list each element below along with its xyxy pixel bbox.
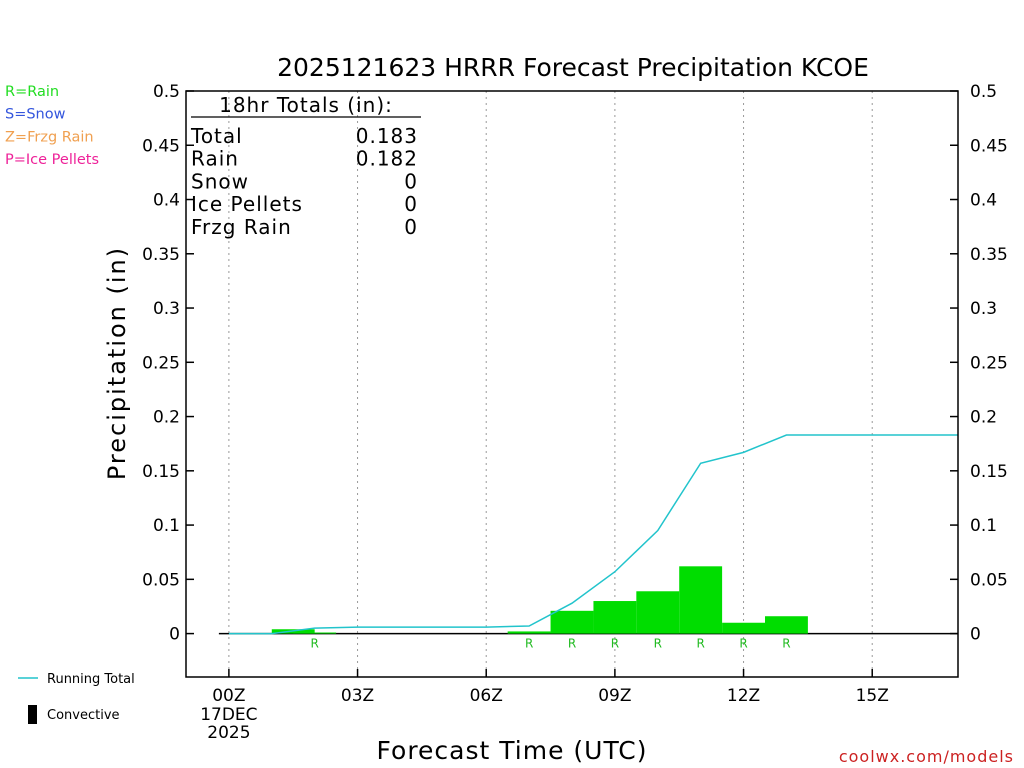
y-tick-label-left-0: 0 <box>169 625 180 645</box>
totals-label-2: Snow <box>191 169 249 193</box>
precipitation-bars <box>271 566 808 634</box>
y-axis-right: 0 0.05 0.1 0.15 0.2 0.25 0.3 0.35 0.4 0.45 0.5 <box>950 82 1008 645</box>
y-tick-label-right-6: 0.3 <box>970 299 997 319</box>
bar-3 <box>550 610 594 634</box>
totals-box: 18hr Totals (in): Total 0.183 Rain 0.182 Snow… <box>190 93 421 239</box>
running-total-line <box>228 434 958 635</box>
y-tick-label-right-3: 0.15 <box>970 462 1008 482</box>
totals-label-0: Total <box>190 124 243 148</box>
bar-1 <box>293 632 337 634</box>
bar-7 <box>722 622 765 634</box>
totals-value-1: 0.182 <box>356 147 418 171</box>
totals-label-1: Rain <box>191 147 239 171</box>
bar-2 <box>507 631 551 634</box>
y-tick-label-left-5: 0.25 <box>142 353 180 373</box>
y-tick-label-right-2: 0.1 <box>970 516 997 536</box>
x-tick-label-5: 15Z <box>856 686 889 706</box>
type-legend-item-1: S=Snow <box>5 107 66 123</box>
y-tick-label-right-10: 0.5 <box>970 82 997 102</box>
x-tick-sublabel-0-0: 17DEC <box>200 705 257 725</box>
series-legend: Running Total Convective <box>18 672 135 724</box>
y-tick-label-left-1: 0.05 <box>142 570 180 590</box>
totals-value-0: 0.183 <box>356 124 418 148</box>
y-tick-label-right-4: 0.2 <box>970 408 997 428</box>
marker-0: R <box>310 637 318 651</box>
plot-frame <box>185 90 959 678</box>
x-axis-label: Forecast Time (UTC) <box>377 736 648 765</box>
marker-2: R <box>568 637 576 651</box>
x-tick-label-3: 09Z <box>598 686 631 706</box>
y-tick-label-right-8: 0.4 <box>970 191 997 211</box>
running-total-line-group <box>228 434 958 635</box>
type-legend-item-0: R=Rain <box>5 84 59 100</box>
chart-title: 2025121623 HRRR Forecast Precipitation K… <box>277 53 869 82</box>
y-tick-label-left-7: 0.35 <box>142 245 180 265</box>
y-tick-label-right-5: 0.25 <box>970 353 1008 373</box>
legend-label-1: Convective <box>47 708 120 723</box>
y-axis-left: 0 0.05 0.1 0.15 0.2 0.25 0.3 0.35 0.4 0.45 0.5 <box>142 82 194 645</box>
y-tick-label-left-6: 0.3 <box>153 299 180 319</box>
y-tick-label-left-2: 0.1 <box>153 516 180 536</box>
marker-3: R <box>611 637 619 651</box>
type-legend-item-3: P=Ice Pellets <box>5 152 99 168</box>
totals-label-3: Ice Pellets <box>191 192 303 216</box>
y-tick-label-left-9: 0.45 <box>142 136 180 156</box>
legend-label-0: Running Total <box>47 672 135 687</box>
totals-value-4: 0 <box>404 215 418 239</box>
y-tick-label-right-1: 0.05 <box>970 570 1008 590</box>
marker-6: R <box>739 637 747 651</box>
x-tick-label-2: 06Z <box>470 686 503 706</box>
marker-7: R <box>782 637 790 651</box>
type-legend-item-2: Z=Frzg Rain <box>5 129 94 145</box>
y-axis-label: Precipitation (in) <box>103 246 131 480</box>
bar-5 <box>636 591 680 634</box>
y-tick-label-left-3: 0.15 <box>142 462 180 482</box>
y-tick-label-left-8: 0.4 <box>153 191 180 211</box>
x-tick-label-0: 00Z <box>212 686 245 706</box>
marker-4: R <box>654 637 662 651</box>
marker-5: R <box>696 637 704 651</box>
legend-swatch-1 <box>28 705 37 724</box>
y-tick-label-right-9: 0.45 <box>970 136 1008 156</box>
bar-8 <box>765 616 808 634</box>
x-tick-label-1: 03Z <box>341 686 374 706</box>
y-tick-label-right-0: 0 <box>970 625 981 645</box>
totals-header: 18hr Totals (in): <box>219 93 393 117</box>
x-tick-sublabel-0-1: 2025 <box>207 723 250 743</box>
y-tick-label-left-10: 0.5 <box>153 82 180 102</box>
bar-6 <box>679 566 723 634</box>
bar-4 <box>593 601 637 634</box>
y-tick-label-right-7: 0.35 <box>970 245 1008 265</box>
precip-type-legend: R=Rain S=Snow Z=Frzg Rain P=Ice Pellets <box>5 84 99 168</box>
totals-value-3: 0 <box>404 192 418 216</box>
marker-1: R <box>525 637 533 651</box>
totals-label-4: Frzg Rain <box>191 215 292 239</box>
y-tick-label-left-4: 0.2 <box>153 408 180 428</box>
totals-value-2: 0 <box>404 169 418 193</box>
watermark: coolwx.com/models <box>839 747 1014 766</box>
x-tick-label-4: 12Z <box>727 686 760 706</box>
